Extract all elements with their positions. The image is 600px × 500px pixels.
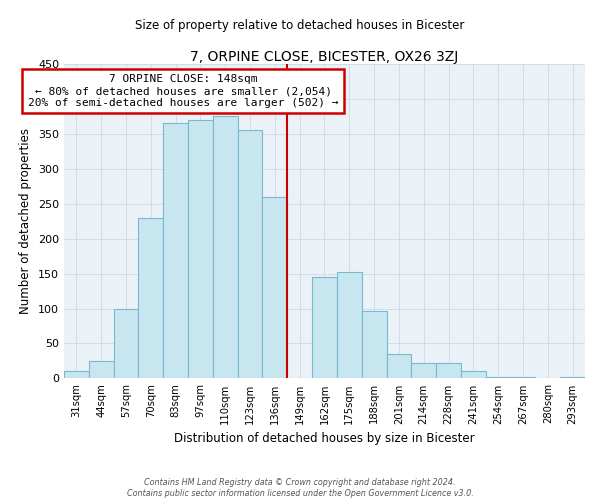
- Bar: [238, 130, 262, 378]
- Bar: [486, 377, 511, 378]
- Bar: [64, 372, 89, 378]
- Bar: [560, 377, 585, 378]
- Bar: [337, 272, 362, 378]
- Text: Size of property relative to detached houses in Bicester: Size of property relative to detached ho…: [136, 20, 464, 32]
- Bar: [436, 363, 461, 378]
- Bar: [139, 218, 163, 378]
- Y-axis label: Number of detached properties: Number of detached properties: [19, 128, 32, 314]
- Bar: [262, 197, 287, 378]
- Bar: [511, 377, 535, 378]
- Bar: [213, 116, 238, 378]
- Bar: [89, 361, 113, 378]
- Text: 7 ORPINE CLOSE: 148sqm
← 80% of detached houses are smaller (2,054)
20% of semi-: 7 ORPINE CLOSE: 148sqm ← 80% of detached…: [28, 74, 338, 108]
- Bar: [163, 124, 188, 378]
- Bar: [386, 354, 412, 378]
- Bar: [461, 370, 486, 378]
- Bar: [412, 363, 436, 378]
- Bar: [188, 120, 213, 378]
- Bar: [113, 308, 139, 378]
- X-axis label: Distribution of detached houses by size in Bicester: Distribution of detached houses by size …: [174, 432, 475, 445]
- Bar: [312, 277, 337, 378]
- Title: 7, ORPINE CLOSE, BICESTER, OX26 3ZJ: 7, ORPINE CLOSE, BICESTER, OX26 3ZJ: [190, 50, 458, 64]
- Text: Contains HM Land Registry data © Crown copyright and database right 2024.
Contai: Contains HM Land Registry data © Crown c…: [127, 478, 473, 498]
- Bar: [362, 310, 386, 378]
